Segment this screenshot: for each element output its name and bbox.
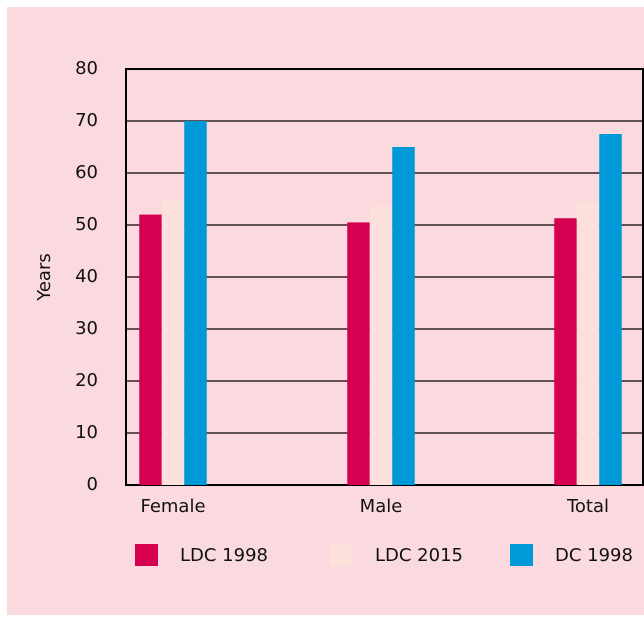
legend-label: LDC 1998 (180, 545, 268, 566)
legend-label: LDC 2015 (375, 545, 463, 566)
bar (576, 201, 600, 485)
y-tick-label: 20 (75, 370, 98, 391)
x-tick-label: Male (360, 496, 403, 517)
y-tick-label: 40 (75, 266, 98, 287)
bar (554, 218, 577, 486)
y-tick-label: 60 (75, 162, 98, 183)
x-tick-label: Total (566, 496, 609, 517)
bar (599, 134, 622, 485)
y-tick-label: 0 (87, 474, 98, 495)
y-axis-label: Years (34, 253, 55, 302)
bar (347, 222, 370, 485)
legend-swatch (135, 544, 158, 566)
y-tick-label: 70 (75, 110, 98, 131)
legend-label: DC 1998 (555, 545, 633, 566)
y-tick-label: 30 (75, 318, 98, 339)
y-tick-label: 10 (75, 422, 98, 443)
bar (161, 199, 185, 485)
bar (369, 206, 393, 486)
bar (139, 214, 162, 485)
y-tick-label: 80 (75, 58, 98, 79)
bar (184, 121, 207, 485)
bar (392, 147, 415, 485)
legend-swatch (510, 544, 533, 566)
legend-swatch (330, 544, 353, 566)
y-tick-label: 50 (75, 214, 98, 235)
x-tick-label: Female (140, 496, 205, 517)
background (7, 7, 644, 615)
